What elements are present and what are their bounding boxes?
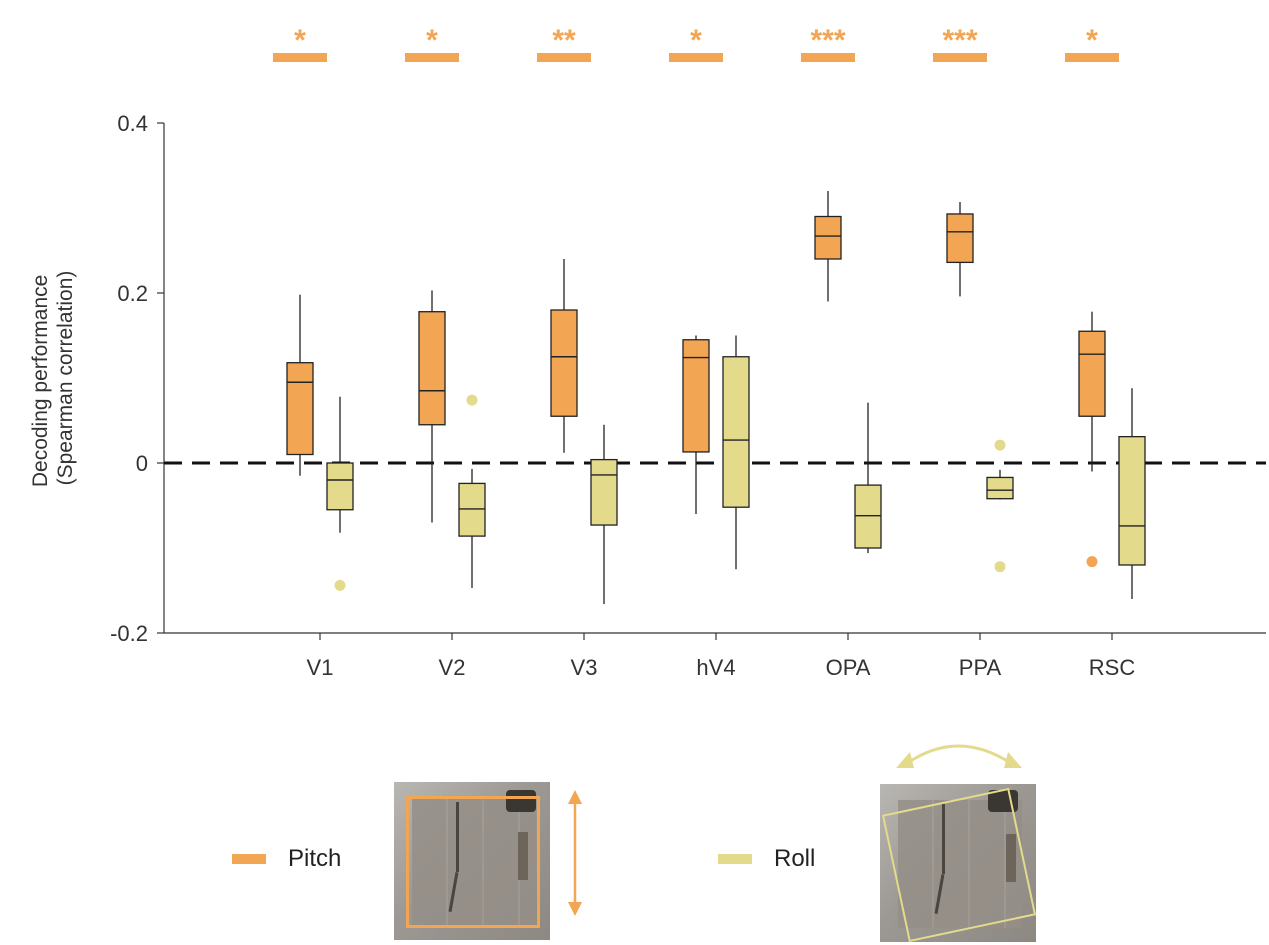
- y-tick-label: 0.2: [117, 281, 148, 306]
- outlier-point: [994, 561, 1006, 573]
- legend-roll: Roll: [718, 845, 815, 873]
- roll-box-V1: [326, 396, 354, 591]
- pitch-example-image: [394, 782, 550, 940]
- outlier-point: [1086, 556, 1098, 568]
- significance-markers: * * ** * *** *** *: [273, 24, 1119, 62]
- x-tick-label: V3: [571, 655, 598, 680]
- significance-bar: [1065, 53, 1119, 62]
- box-iqr: [458, 482, 486, 537]
- roll-box-V3: [590, 424, 618, 605]
- roll-label: Roll: [774, 845, 816, 872]
- y-axis-title-line2: (Spearman correlation): [54, 271, 77, 486]
- vertical-arrow-head-top: [568, 790, 582, 804]
- x-tick-label: PPA: [959, 655, 1002, 680]
- significance-bar: [933, 53, 987, 62]
- boxes: [286, 191, 1146, 605]
- significance-stars: *: [426, 24, 438, 57]
- pitch-box-V2: [418, 290, 446, 523]
- x-tick-label: OPA: [826, 655, 871, 680]
- roll-example-image: [880, 784, 1036, 942]
- axes: Decoding performance (Spearman correlati…: [29, 111, 1266, 680]
- significance-bar: [405, 53, 459, 62]
- box-iqr: [1118, 435, 1146, 566]
- legend-pitch: Pitch: [232, 845, 341, 873]
- outlier-point: [466, 394, 478, 406]
- pitch-box-OPA: [814, 191, 842, 302]
- y-axis-title: Decoding performance (Spearman correlati…: [29, 269, 77, 487]
- significance-stars: ***: [810, 24, 845, 57]
- box-iqr: [550, 309, 578, 417]
- roll-box-PPA: [986, 439, 1014, 573]
- roll-frame: [881, 787, 1036, 942]
- outlier-point: [994, 439, 1006, 451]
- significance-bar: [801, 53, 855, 62]
- pitch-frame: [406, 796, 540, 928]
- y-tick-label: 0: [136, 451, 148, 476]
- pitch-box-V3: [550, 259, 578, 453]
- significance-bar: [669, 53, 723, 62]
- pitch-swatch: [232, 854, 266, 864]
- box-iqr: [722, 356, 750, 508]
- box-iqr: [286, 362, 314, 456]
- y-axis-title-line1: Decoding performance: [29, 275, 52, 487]
- curved-arrow-head-left: [896, 752, 914, 768]
- box-iqr: [986, 476, 1014, 500]
- box-iqr: [1078, 330, 1106, 417]
- x-tick-label: V1: [307, 655, 334, 680]
- box-iqr: [590, 458, 618, 526]
- pitch-label: Pitch: [288, 845, 342, 872]
- significance-bar: [537, 53, 591, 62]
- pitch-box-V1: [286, 294, 314, 476]
- box-iqr: [682, 339, 710, 453]
- y-tick-label: -0.2: [110, 621, 148, 646]
- box-iqr: [854, 484, 882, 549]
- box-iqr: [946, 213, 974, 264]
- vertical-arrow-head-bottom: [568, 902, 582, 916]
- pitch-box-hV4: [682, 335, 710, 514]
- pitch-box-RSC: [1078, 311, 1106, 568]
- curved-arrow-head-right: [1004, 752, 1022, 768]
- x-tick-label: V2: [439, 655, 466, 680]
- box-iqr: [814, 215, 842, 260]
- x-tick-label: hV4: [696, 655, 735, 680]
- significance-stars: *: [294, 24, 306, 57]
- roll-box-OPA: [854, 402, 882, 554]
- y-tick-label: 0.4: [117, 111, 148, 136]
- significance-stars: *: [1086, 24, 1098, 57]
- roll-box-hV4: [722, 335, 750, 570]
- pitch-box-PPA: [946, 202, 974, 297]
- roll-swatch: [718, 854, 752, 864]
- box-iqr: [418, 311, 446, 426]
- significance-stars: *: [690, 24, 702, 57]
- outlier-point: [334, 579, 346, 591]
- x-tick-label: RSC: [1089, 655, 1136, 680]
- curved-double-arrow-icon: [905, 744, 1013, 766]
- roll-box-V2: [458, 394, 486, 588]
- significance-stars: **: [552, 24, 576, 57]
- significance-stars: ***: [942, 24, 977, 57]
- significance-bar: [273, 53, 327, 62]
- box-iqr: [326, 462, 354, 511]
- roll-box-RSC: [1118, 388, 1146, 599]
